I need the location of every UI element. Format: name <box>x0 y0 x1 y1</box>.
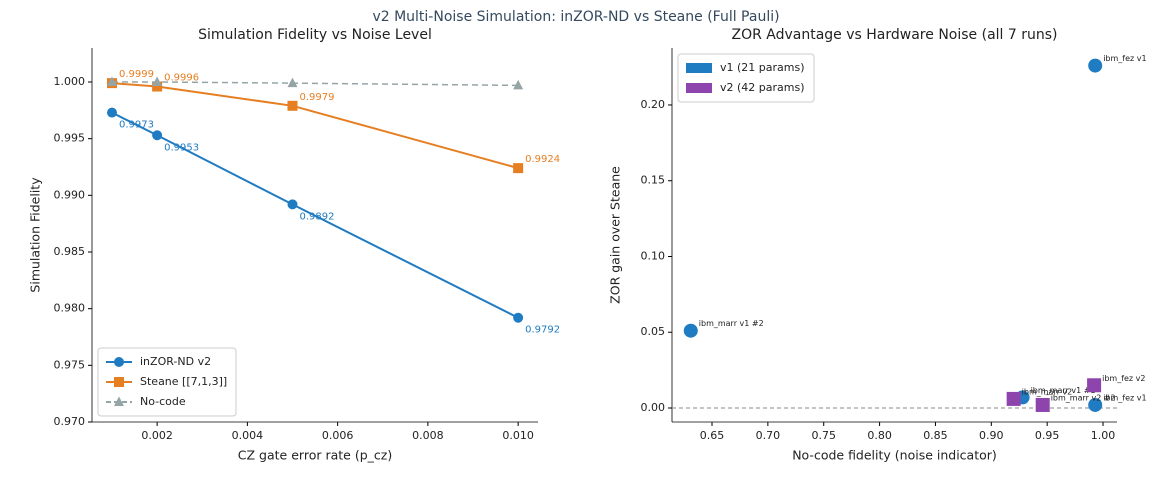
series-line <box>111 111 519 319</box>
x-axis-label: CZ gate error rate (p_cz) <box>238 448 392 463</box>
point <box>106 107 117 118</box>
x-tick-label: 0.85 <box>923 429 948 442</box>
point <box>152 76 163 86</box>
x-tick-label: 0.90 <box>979 429 1004 442</box>
point-label: ibm_marr v1 #1 <box>1031 386 1096 395</box>
value-label: 0.9999 <box>119 69 154 80</box>
y-tick-label: 0.00 <box>641 401 666 414</box>
point <box>513 163 524 174</box>
y-tick-label: 0.15 <box>641 174 666 187</box>
point <box>1088 397 1103 412</box>
x-tick-label: 0.70 <box>756 429 781 442</box>
point <box>683 323 698 338</box>
legend-box <box>97 347 237 417</box>
point-label: ibm_fez v2 <box>1102 374 1145 383</box>
point <box>1006 391 1021 406</box>
point <box>513 79 524 90</box>
figure-title: v2 Multi-Noise Simulation: inZOR-ND vs S… <box>372 9 779 25</box>
point <box>287 77 298 88</box>
x-tick-label: 0.010 <box>502 429 534 442</box>
y-tick-label: 0.10 <box>641 249 666 262</box>
y-tick-label: 0.980 <box>54 302 86 315</box>
value-label: 0.9996 <box>164 73 199 84</box>
point-label: ibm_marr v1 #2 <box>699 319 764 328</box>
point <box>513 312 524 323</box>
x-tick-label: 0.006 <box>322 429 354 442</box>
y-tick-label: 0.995 <box>54 132 86 145</box>
point-label: ibm_marr v2 #2 <box>1051 393 1116 402</box>
x-tick-label: 0.75 <box>811 429 836 442</box>
axes-title: ZOR Advantage vs Hardware Noise (all 7 r… <box>731 27 1057 43</box>
legend-marker <box>114 377 124 387</box>
legend-marker <box>114 396 124 406</box>
x-tick-label: 0.008 <box>412 429 444 442</box>
x-tick-label: 1.00 <box>1091 429 1116 442</box>
point-label: ibm_fez v1 <box>1103 393 1146 402</box>
legend-label: Steane [[7,1,3]] <box>140 375 227 388</box>
y-tick-label: 0.20 <box>641 98 666 111</box>
point-label: ibm_marr v2 <box>1022 387 1073 396</box>
x-tick-label: 0.80 <box>867 429 892 442</box>
series-line <box>111 81 519 87</box>
y-axis-label: Simulation Fidelity <box>28 177 43 293</box>
point <box>287 199 298 210</box>
series-line <box>111 82 519 170</box>
axes-title: Simulation Fidelity vs Noise Level <box>198 27 432 43</box>
y-tick-label: 0.970 <box>54 415 86 428</box>
x-axis-label: No-code fidelity (noise indicator) <box>792 448 997 463</box>
value-label: 0.9979 <box>300 92 335 103</box>
legend-swatch <box>686 83 712 93</box>
y-tick-label: 1.000 <box>54 75 86 88</box>
x-tick-label: 0.004 <box>232 429 264 442</box>
legend-label: v2 (42 params) <box>720 81 805 94</box>
point <box>287 100 298 111</box>
point <box>152 130 163 141</box>
y-tick-label: 0.990 <box>54 188 86 201</box>
y-tick-label: 0.975 <box>54 358 86 371</box>
point <box>152 81 163 92</box>
point <box>1087 378 1102 393</box>
y-axis-label: ZOR gain over Steane <box>608 166 623 304</box>
value-label: 0.9924 <box>525 154 560 165</box>
x-tick-label: 0.65 <box>700 429 725 442</box>
point <box>1035 397 1050 412</box>
value-label: 0.9973 <box>119 120 154 131</box>
y-tick-label: 0.05 <box>641 325 666 338</box>
legend-swatch <box>686 63 712 73</box>
y-tick-label: 0.985 <box>54 245 86 258</box>
legend-label: v1 (21 params) <box>720 61 805 74</box>
value-label: 0.9792 <box>525 325 560 336</box>
point <box>106 76 117 86</box>
legend-label: inZOR-ND v2 <box>140 355 211 368</box>
x-tick-label: 0.002 <box>141 429 173 442</box>
legend-label: No-code <box>140 395 186 408</box>
x-tick-label: 0.95 <box>1035 429 1060 442</box>
point-label: ibm_fez v1 <box>1103 54 1146 63</box>
point <box>1088 58 1103 73</box>
value-label: 0.9892 <box>300 211 335 222</box>
value-label: 0.9953 <box>164 142 199 153</box>
legend-marker <box>114 357 124 367</box>
